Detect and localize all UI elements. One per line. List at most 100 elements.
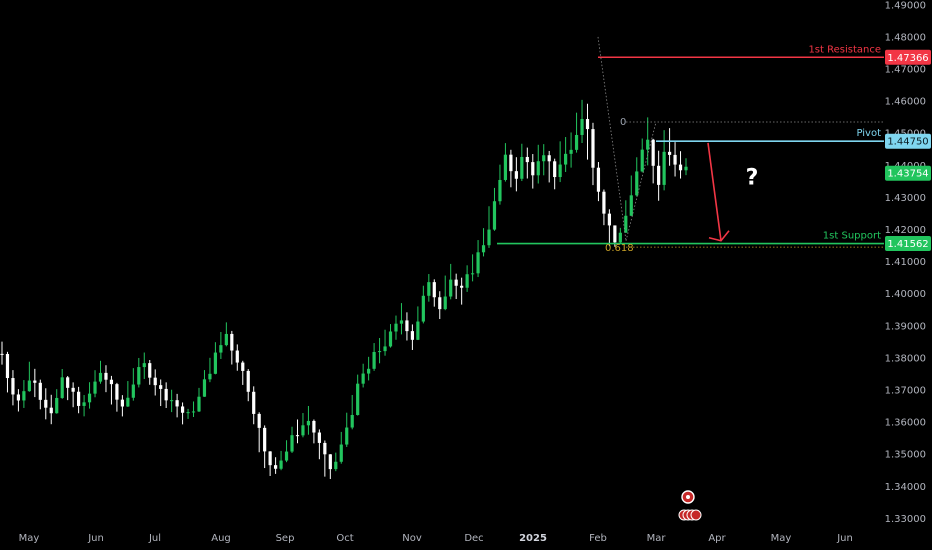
price-tick-label: 1.46000: [885, 97, 926, 108]
time-tick-label: Sep: [276, 533, 295, 544]
candle-body: [470, 273, 475, 275]
level-labels-layer: 1st Resistance 1.47366 Pivot 1.44750 1st Sup…: [808, 44, 931, 252]
candle-body: [230, 333, 234, 351]
candle-body: [678, 164, 683, 171]
fib-trendline[interactable]: [625, 121, 657, 241]
candle-body: [44, 399, 48, 408]
last-price-badge[interactable]: [885, 165, 931, 181]
candle-body: [547, 155, 551, 162]
candle-body: [159, 385, 163, 389]
candle-body: [394, 323, 398, 332]
candle-body: [33, 380, 37, 383]
last-price-badge-text: 1.43754: [887, 169, 928, 180]
candle-body: [542, 155, 546, 162]
candle-body: [295, 435, 300, 437]
candle-body: [131, 384, 135, 398]
overlays-layer: 0 0.618?: [497, 36, 884, 254]
candle-body: [202, 379, 207, 397]
candle-body: [339, 444, 343, 462]
candle-body: [405, 320, 409, 332]
candle-body: [618, 232, 622, 243]
time-axis[interactable]: May Jun Jul Aug Sep Oct Nov Dec 2025 Feb Mar Apr May…: [19, 533, 853, 544]
candle-body: [646, 139, 650, 150]
candle-body: [148, 363, 152, 378]
candle-body: [684, 166, 688, 171]
resistance-price-badge[interactable]: [885, 49, 931, 65]
time-tick-label: 2025: [519, 533, 547, 544]
time-tick-label: Jun: [87, 533, 104, 544]
candle-body: [208, 373, 212, 380]
resistance-name-label: 1st Resistance: [808, 44, 881, 55]
candle-body: [153, 377, 157, 386]
candle-body: [607, 213, 611, 226]
candle-body: [5, 353, 10, 379]
time-tick-label: Feb: [589, 533, 607, 544]
forecast-arrow-head-icon[interactable]: [708, 230, 730, 242]
candle-body: [361, 373, 365, 384]
candle-body: [383, 346, 387, 352]
forecast-arrow-shaft[interactable]: [707, 142, 722, 241]
candle-body: [345, 427, 349, 445]
candle-body: [126, 397, 130, 407]
candle-body: [104, 372, 108, 380]
question-mark-annotation[interactable]: ?: [746, 166, 759, 191]
candle-body: [596, 167, 601, 192]
candle-body: [443, 296, 447, 310]
price-tick-label: 1.37000: [885, 385, 926, 396]
support-price-badge[interactable]: [885, 236, 931, 252]
candle-body: [38, 382, 42, 400]
candle-body: [55, 397, 59, 414]
candle-body: [613, 225, 617, 243]
candle-body: [71, 387, 75, 392]
candle-body: [219, 345, 223, 353]
candle-body: [263, 427, 267, 452]
candle-body: [66, 377, 70, 388]
candle-body: [60, 377, 64, 398]
price-tick-label: 1.39000: [885, 321, 926, 332]
time-tick-label: Jun: [836, 533, 853, 544]
time-tick-label: Jul: [148, 533, 161, 544]
candle-body: [438, 297, 442, 310]
pivot-price-badge-text: 1.44750: [887, 137, 928, 148]
candle-body: [624, 215, 628, 233]
candle-body: [164, 388, 168, 401]
candle-body: [520, 156, 524, 179]
candle-body: [558, 164, 562, 178]
price-tick-label: 1.48000: [885, 32, 926, 43]
candle-body: [312, 420, 316, 433]
candle-body: [427, 282, 431, 296]
economic-event-markers[interactable]: [678, 490, 702, 521]
candle-body: [323, 442, 327, 455]
candle-body: [290, 435, 294, 452]
candle-body: [564, 153, 568, 165]
price-tick-label: 1.33000: [885, 514, 926, 525]
candle-body: [640, 149, 644, 172]
pivot-price-badge[interactable]: [885, 133, 931, 149]
price-tick-label: 1.43000: [885, 193, 926, 204]
candle-body: [416, 321, 420, 340]
candle-body: [274, 465, 278, 469]
candle-body: [481, 245, 486, 253]
candle-body: [77, 391, 81, 406]
fib-level-0-label: 0: [620, 117, 626, 128]
price-tick-label: 1.35000: [885, 450, 926, 461]
candle-body: [115, 384, 119, 400]
candle-body: [574, 134, 579, 150]
candle-body: [449, 279, 453, 297]
candle-body: [503, 154, 508, 180]
fib-trendline[interactable]: [597, 36, 627, 241]
price-tick-label: 1.47000: [885, 65, 926, 76]
candle-body: [662, 151, 666, 185]
candle-body: [11, 378, 15, 395]
candle-body: [487, 229, 491, 246]
candle-body: [137, 367, 141, 385]
candle-body: [525, 156, 529, 163]
candle-body: [651, 139, 655, 166]
candle-body: [191, 411, 196, 413]
fib-level-618-label: 0.618: [605, 243, 634, 254]
price-tick-label: 1.38000: [885, 353, 926, 364]
candle-body: [27, 380, 31, 392]
event-flag-icon[interactable]: [690, 509, 702, 521]
candle-body: [224, 333, 228, 346]
